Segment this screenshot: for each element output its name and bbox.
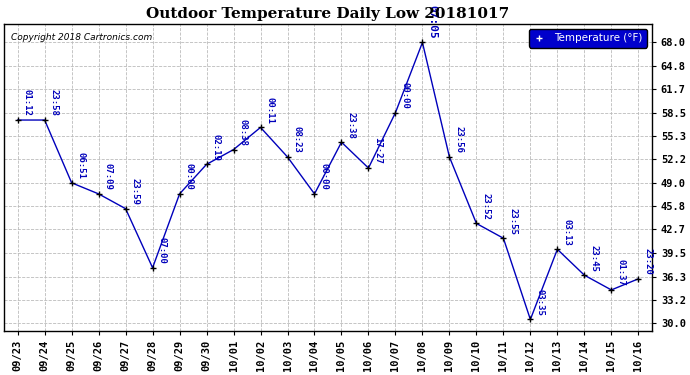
- Text: 01:12: 01:12: [23, 90, 32, 116]
- Text: 03:35: 03:35: [535, 289, 544, 316]
- Text: 23:38: 23:38: [346, 112, 355, 138]
- Text: 23:52: 23:52: [481, 193, 491, 220]
- Text: 08:38: 08:38: [239, 119, 248, 146]
- Text: 08:23: 08:23: [293, 126, 302, 153]
- Text: 00:00: 00:00: [184, 164, 193, 190]
- Text: 06:51: 06:51: [77, 152, 86, 179]
- Text: 23:20: 23:20: [643, 248, 652, 275]
- Title: Outdoor Temperature Daily Low 20181017: Outdoor Temperature Daily Low 20181017: [146, 8, 510, 21]
- Text: 02:19: 02:19: [211, 134, 220, 160]
- Text: 03:13: 03:13: [562, 219, 571, 246]
- Text: 00:11: 00:11: [266, 97, 275, 124]
- Text: 00:00: 00:00: [319, 164, 328, 190]
- Legend: Temperature (°F): Temperature (°F): [529, 29, 647, 48]
- Text: 17:27: 17:27: [373, 138, 382, 164]
- Text: 23:56: 23:56: [454, 126, 463, 153]
- Text: 07:00: 07:00: [157, 237, 166, 264]
- Text: Copyright 2018 Cartronics.com: Copyright 2018 Cartronics.com: [10, 33, 152, 42]
- Text: 01:37: 01:37: [616, 260, 625, 286]
- Text: 23:59: 23:59: [130, 178, 139, 205]
- Text: 07:05: 07:05: [427, 5, 437, 39]
- Text: 00:00: 00:00: [400, 82, 409, 109]
- Text: 23:58: 23:58: [50, 90, 59, 116]
- Text: 23:55: 23:55: [509, 208, 518, 234]
- Text: 23:45: 23:45: [589, 244, 598, 272]
- Text: 07:09: 07:09: [104, 164, 112, 190]
